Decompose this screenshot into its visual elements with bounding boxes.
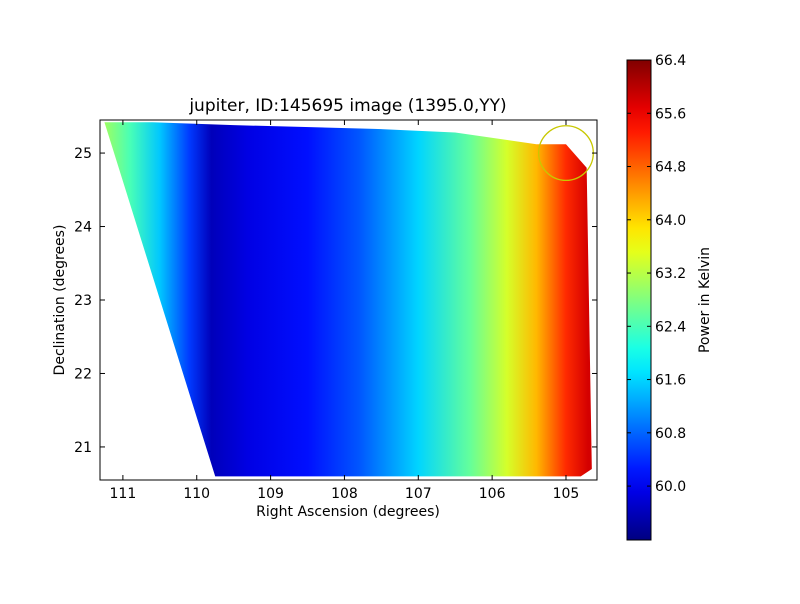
x-tick-label: 105	[553, 486, 580, 502]
colorbar-tick-label: 64.8	[655, 160, 686, 176]
x-tick-label: 106	[479, 486, 506, 502]
y-tick-label: 25	[74, 146, 92, 162]
y-tick-label: 22	[74, 366, 92, 382]
colorbar	[626, 59, 652, 541]
y-tick-label: 23	[74, 293, 92, 309]
x-tick-label: 108	[331, 486, 358, 502]
heatmap-area	[104, 122, 592, 477]
x-tick-label: 107	[405, 486, 432, 502]
y-axis-label: Declination (degrees)	[52, 225, 68, 376]
colorbar-label: Power in Kelvin	[697, 247, 713, 353]
colorbar-tick-label: 61.6	[655, 373, 686, 389]
colorbar-tick-label: 60.8	[655, 426, 686, 442]
y-tick-label: 24	[74, 220, 92, 236]
colorbar-tick-label: 63.2	[655, 266, 686, 282]
colorbar-tick-label: 64.0	[655, 213, 686, 229]
colorbar-tick-label: 62.4	[655, 319, 686, 335]
colorbar-tick-label: 66.4	[655, 53, 686, 69]
x-tick-label: 110	[183, 486, 210, 502]
chart-title: jupiter, ID:145695 image (1395.0,YY)	[188, 96, 506, 116]
y-tick-label: 21	[74, 440, 92, 456]
colorbar-tick-label: 60.0	[655, 479, 686, 495]
x-tick-label: 111	[110, 486, 137, 502]
x-tick-label: 109	[257, 486, 284, 502]
colorbar-tick-label: 65.6	[655, 106, 686, 122]
x-axis-label: Right Ascension (degrees)	[256, 504, 440, 520]
